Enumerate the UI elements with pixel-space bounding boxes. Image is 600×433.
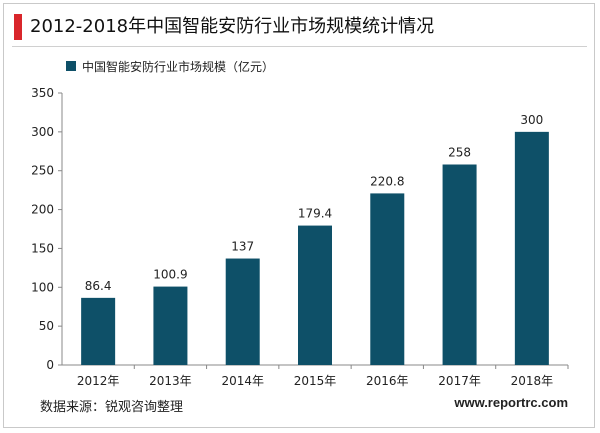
legend-label: 中国智能安防行业市场规模（亿元） bbox=[82, 59, 275, 74]
chart-title: 2012-2018年中国智能安防行业市场规模统计情况 bbox=[30, 16, 435, 37]
x-tick-label: 2014年 bbox=[221, 374, 264, 388]
data-label: 179.4 bbox=[298, 207, 332, 221]
website-link[interactable]: www.reportrc.com bbox=[454, 395, 568, 410]
y-tick-label: 300 bbox=[31, 125, 54, 139]
data-label: 86.4 bbox=[85, 279, 112, 293]
bar bbox=[81, 297, 116, 365]
y-tick-label: 100 bbox=[31, 280, 54, 294]
x-tick-label: 2018年 bbox=[511, 374, 554, 388]
title-accent-bar bbox=[14, 14, 22, 40]
x-tick-label: 2016年 bbox=[366, 374, 409, 388]
x-tick-label: 2013年 bbox=[149, 374, 192, 388]
data-label: 100.9 bbox=[153, 268, 187, 282]
title-divider bbox=[12, 46, 587, 47]
data-label: 137 bbox=[231, 240, 254, 254]
x-tick-label: 2017年 bbox=[438, 374, 481, 388]
y-tick-label: 150 bbox=[31, 241, 54, 255]
x-tick-label: 2015年 bbox=[294, 374, 337, 388]
legend-swatch bbox=[66, 61, 76, 71]
data-label: 220.8 bbox=[370, 174, 404, 188]
y-tick-label: 200 bbox=[31, 203, 54, 217]
bar bbox=[370, 193, 405, 365]
bar bbox=[225, 258, 260, 365]
legend: 中国智能安防行业市场规模（亿元） bbox=[66, 58, 274, 74]
data-source: 数据来源：锐观咨询整理 bbox=[40, 400, 184, 415]
y-tick-label: 250 bbox=[31, 164, 54, 178]
x-tick-label: 2012年 bbox=[77, 374, 120, 388]
bar bbox=[442, 164, 477, 365]
data-label: 258 bbox=[448, 145, 471, 159]
y-tick-label: 350 bbox=[31, 86, 54, 100]
chart-frame bbox=[3, 3, 595, 428]
y-tick-label: 0 bbox=[46, 358, 54, 372]
data-label: 300 bbox=[520, 113, 543, 127]
y-tick-label: 50 bbox=[39, 319, 54, 333]
bar bbox=[153, 286, 188, 365]
bar bbox=[298, 225, 332, 365]
bar bbox=[514, 131, 549, 365]
